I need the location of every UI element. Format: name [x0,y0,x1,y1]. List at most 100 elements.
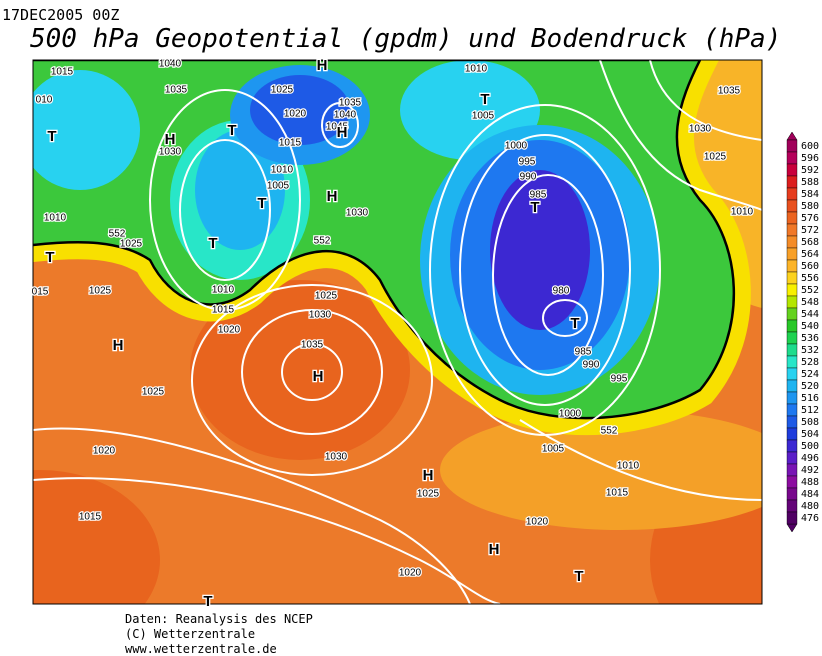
pressure-center: H [317,57,328,74]
isobar-label: 1015 [212,305,235,316]
footer-line: www.wetterzentrale.de [125,642,277,656]
isobar-label: 1025 [704,152,727,163]
colorbar-cell [786,187,798,201]
colorbar-cell [786,475,798,489]
isobar-label: 1045 [326,122,349,133]
colorbar-cell [786,379,798,393]
colorbar-label: 588 [801,177,819,188]
colorbar-cell [786,331,798,345]
isobar-label: 1030 [689,124,712,135]
isobar-label: 1035 [301,340,324,351]
colorbar-arrow [786,131,798,141]
pressure-center: T [530,199,539,216]
isobar-label: 1015 [51,67,74,78]
pressure-center: H [489,541,500,558]
isobar-label: 1020 [526,517,549,528]
isobar-label: 1040 [334,110,357,121]
colorbar-label: 552 [801,285,819,296]
isobar-label: 1035 [718,86,741,97]
contour-line [33,60,735,420]
isobar-label: 1025 [271,85,294,96]
colorbar-cell [786,403,798,417]
colorbar-label: 564 [801,249,819,260]
colorbar-cell [786,499,798,513]
colorbar-cell [786,199,798,213]
colorbar-cell [786,487,798,501]
colorbar-label: 584 [801,189,819,200]
colorbar-cell [786,391,798,405]
footer-line: Daten: Reanalysis des NCEP [125,612,313,626]
colorbar-cell [786,427,798,441]
isobar-label: 985 [530,190,547,201]
isobar-label: 1020 [218,325,241,336]
colorbar-label: 576 [801,213,819,224]
isobar-label: 1010 [617,461,640,472]
colorbar-label: 556 [801,273,819,284]
isobar-label: 1035 [339,98,362,109]
pressure-center: H [113,337,124,354]
colorbar-label: 560 [801,261,819,272]
colorbar-cell [786,139,798,153]
colorbar-cell [786,463,798,477]
colorbar-arrow [786,523,798,533]
pressure-center: H [423,467,434,484]
pressure-center: T [257,195,266,212]
isobar-label: 1030 [346,208,369,219]
pressure-center: T [570,315,579,332]
isobar-label: 1010 [271,165,294,176]
colorbar-label: 548 [801,297,819,308]
pressure-center: T [208,235,217,252]
isobar-label: 1000 [505,141,528,152]
region [195,130,285,250]
colorbar-label: 508 [801,417,819,428]
colorbar-label: 572 [801,225,819,236]
colorbar-cell [786,283,798,297]
isobar-label: 995 [519,157,536,168]
colorbar-label: 524 [801,369,819,380]
colorbar-cell [786,163,798,177]
colorbar-label: 476 [801,513,819,524]
colorbar-label: 500 [801,441,819,452]
region [490,170,590,330]
isobar-label: 1000 [559,409,582,420]
pressure-center: T [47,128,56,145]
colorbar-cell [786,511,798,525]
isobars [33,60,762,604]
colorbar-cell [786,319,798,333]
isobar-label: 980 [553,286,570,297]
colorbar-label: 492 [801,465,819,476]
pressure-center: H [165,131,176,148]
colorbar-cell [786,211,798,225]
isobar-label: 010 [36,95,53,106]
colorbar-label: 596 [801,153,819,164]
isobar-label: 1020 [399,568,422,579]
isobar-label: 990 [583,360,600,371]
isobar-label: 1025 [315,291,338,302]
isobar-label: 1025 [142,387,165,398]
colorbar-label: 484 [801,489,819,500]
region [33,470,160,604]
colorbar-label: 488 [801,477,819,488]
pressure-center: T [227,122,236,139]
colorbar-label: 544 [801,309,819,320]
isobar-label: 1020 [284,109,307,120]
isobar-label: 1005 [472,111,495,122]
isobar-label: 552 [601,426,618,437]
colorbar-cell [786,451,798,465]
region [440,410,762,530]
isobar-label: 1015 [606,488,629,499]
isobar-label: 015 [32,287,49,298]
region [190,280,410,460]
isobar-label: 1030 [309,310,332,321]
pressure-center: H [313,368,324,385]
isobar-label: 1020 [93,446,116,457]
isobar-label: 552 [109,229,126,240]
isobar-label: 995 [611,374,628,385]
isobar-label: 1005 [267,181,290,192]
colorbar-label: 600 [801,141,819,152]
colorbar-cell [786,307,798,321]
colorbar-label: 536 [801,333,819,344]
isobar-label: 1015 [279,138,302,149]
footer-line: (C) Wetterzentrale [125,627,255,641]
pressure-center: T [574,568,583,585]
